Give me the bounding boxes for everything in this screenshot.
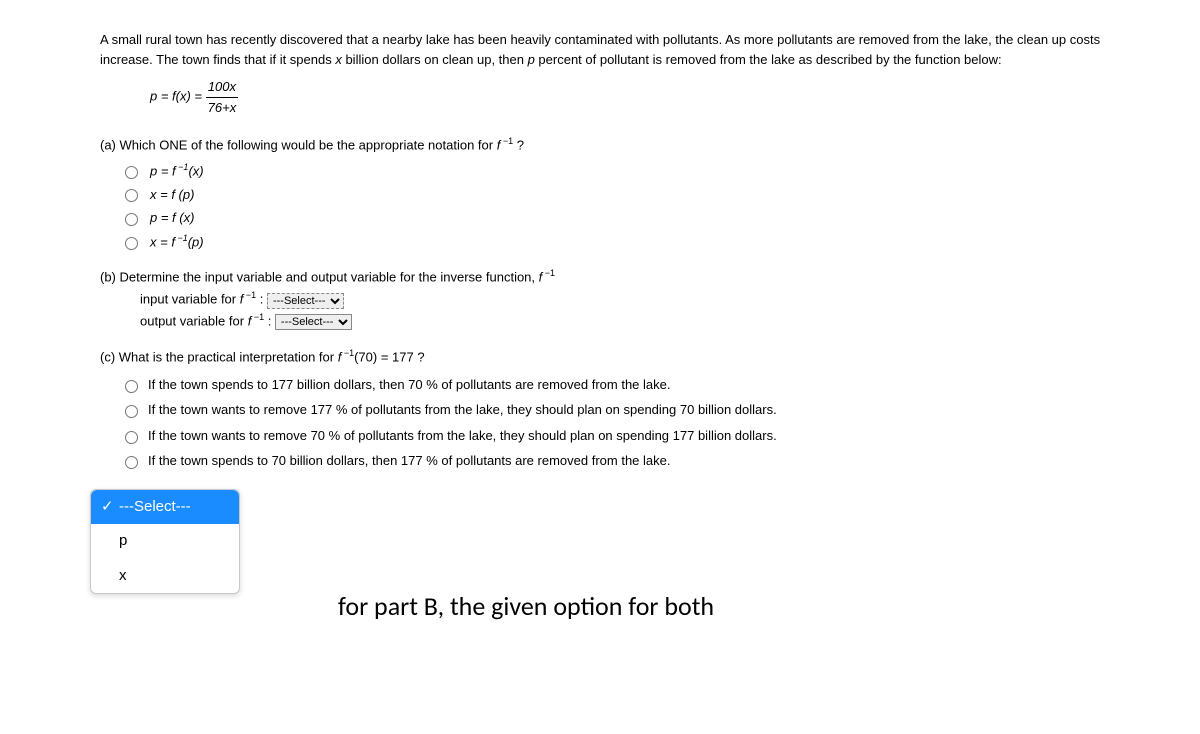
output-variable-select[interactable]: ---Select--- (275, 314, 352, 330)
part-c-prompt: (c) What is the practical interpretation… (100, 347, 1200, 367)
radio-input[interactable] (125, 405, 138, 418)
dropdown-option-selected[interactable]: ✓ ---Select--- (91, 490, 239, 525)
part-a: (a) Which ONE of the following would be … (100, 135, 1200, 251)
dropdown-option[interactable]: x (91, 559, 239, 594)
part-a-prompt: (a) Which ONE of the following would be … (100, 135, 1200, 155)
problem-intro: A small rural town has recently discover… (100, 30, 1170, 69)
intro-line2-mid: billion dollars on clean up, then (342, 52, 528, 67)
part-c-option[interactable]: If the town spends to 70 billion dollars… (120, 451, 1200, 471)
intro-line2-suffix: percent of pollutant is removed from the… (535, 52, 1002, 67)
formula-denominator: 76+x (206, 98, 239, 118)
intro-var-p: p (528, 52, 535, 67)
part-b: (b) Determine the input variable and out… (100, 267, 1200, 330)
select-dropdown-open[interactable]: ✓ ---Select--- p x (90, 489, 240, 595)
radio-input[interactable] (125, 237, 138, 250)
formula-lhs: p = f(x) = (150, 88, 206, 103)
part-b-output-row: output variable for f −1 : ---Select--- (140, 311, 1200, 331)
part-c: (c) What is the practical interpretation… (100, 347, 1200, 471)
intro-line2-prefix: increase. The town finds that if it spen… (100, 52, 335, 67)
part-a-options: p = f −1(x) x = f (p) p = f (x) x = f −1… (120, 161, 1200, 252)
part-c-options: If the town spends to 177 billion dollar… (120, 375, 1200, 471)
part-a-option[interactable]: p = f −1(x) (120, 161, 1200, 181)
radio-input[interactable] (125, 189, 138, 202)
formula: p = f(x) = 100x 76+x (150, 77, 1200, 117)
radio-input[interactable] (125, 166, 138, 179)
user-annotation: for part B, the given option for both (338, 590, 714, 622)
formula-fraction: 100x 76+x (206, 77, 239, 117)
part-a-option[interactable]: p = f (x) (120, 208, 1200, 228)
intro-line1: A small rural town has recently discover… (100, 32, 1100, 47)
part-b-input-row: input variable for f −1 : ---Select--- (140, 289, 1200, 309)
part-a-option[interactable]: x = f −1(p) (120, 232, 1200, 252)
radio-input[interactable] (125, 456, 138, 469)
part-c-option[interactable]: If the town spends to 177 billion dollar… (120, 375, 1200, 395)
formula-numerator: 100x (206, 77, 239, 98)
check-icon: ✓ (101, 496, 119, 519)
dropdown-option[interactable]: p (91, 524, 239, 559)
input-variable-select[interactable]: ---Select--- (267, 293, 344, 309)
part-c-option[interactable]: If the town wants to remove 177 % of pol… (120, 400, 1200, 420)
radio-input[interactable] (125, 213, 138, 226)
radio-input[interactable] (125, 380, 138, 393)
part-a-option[interactable]: x = f (p) (120, 185, 1200, 205)
part-b-prompt: (b) Determine the input variable and out… (100, 267, 1200, 287)
part-c-option[interactable]: If the town wants to remove 70 % of poll… (120, 426, 1200, 446)
radio-input[interactable] (125, 431, 138, 444)
part-b-inputs: input variable for f −1 : ---Select--- o… (140, 289, 1200, 331)
